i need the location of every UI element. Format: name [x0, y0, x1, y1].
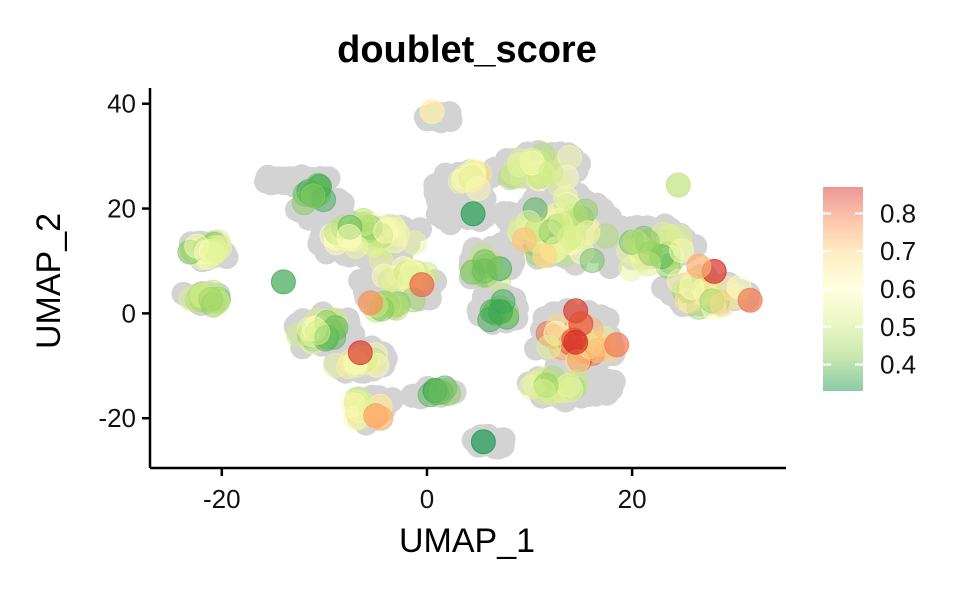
x-tick-label: 0 — [420, 484, 434, 514]
colorbar-tick-label: 0.8 — [880, 198, 916, 228]
cell-point — [419, 99, 445, 125]
cell-point — [558, 377, 584, 403]
cell-point — [465, 176, 491, 202]
colorbar-tick-label: 0.7 — [880, 236, 916, 266]
cell-point — [710, 292, 735, 318]
cell-point — [532, 243, 558, 269]
background-cell — [596, 368, 621, 393]
cell-point — [305, 319, 331, 345]
cell-point — [270, 269, 296, 295]
y-axis-title: UMAP_2 — [30, 213, 68, 349]
y-tick-label: 0 — [122, 298, 136, 328]
cell-point — [669, 238, 695, 264]
colorbar-tick-label: 0.5 — [880, 312, 916, 342]
y-tick-label: 40 — [107, 89, 136, 119]
x-tick-label: 20 — [618, 484, 647, 514]
cell-point — [579, 248, 605, 273]
y-axis-ticks: -20 0 20 40 — [98, 89, 150, 433]
cell-point — [531, 379, 556, 405]
cell-point — [373, 218, 399, 244]
y-tick-label: 20 — [107, 194, 136, 224]
cell-point — [563, 329, 589, 355]
cell-point — [409, 272, 435, 298]
cell-point — [490, 289, 516, 315]
cell-point — [737, 287, 763, 313]
cell-point — [573, 198, 599, 224]
cell-point — [358, 290, 383, 316]
cell-point — [638, 241, 664, 266]
cell-point — [471, 258, 497, 284]
cell-point — [557, 144, 583, 170]
cell-point — [470, 429, 496, 455]
cell-point — [477, 307, 503, 333]
cell-point — [200, 241, 226, 267]
x-axis-ticks: -20 0 20 — [203, 468, 647, 514]
axes: -20 0 20 -20 0 20 40 — [98, 88, 786, 514]
colorbar-tick-label: 0.6 — [880, 274, 916, 304]
cell-point — [686, 253, 712, 279]
cell-point — [300, 183, 326, 209]
colorbar-tick-label: 0.4 — [880, 350, 916, 380]
cell-point — [511, 227, 537, 253]
scored-cells-layer — [177, 99, 763, 455]
chart-title: doublet_score — [337, 29, 597, 71]
cell-point — [519, 147, 545, 173]
x-tick-label: -20 — [203, 484, 241, 514]
cell-point — [347, 340, 373, 366]
colorbar-legend: 0.8 0.7 0.6 0.5 0.4 — [823, 187, 916, 391]
cell-point — [336, 223, 362, 249]
cell-point — [460, 201, 486, 227]
cell-point — [538, 159, 564, 185]
colorbar-ticks: 0.8 0.7 0.6 0.5 0.4 — [823, 198, 916, 380]
x-axis-title: UMAP_1 — [399, 522, 535, 560]
cell-point — [666, 268, 692, 294]
cell-point — [428, 379, 454, 405]
y-tick-label: -20 — [98, 403, 136, 433]
cell-point — [604, 332, 630, 358]
cell-point — [368, 405, 394, 431]
cell-point — [665, 172, 691, 198]
cell-point — [198, 286, 224, 312]
cell-point — [536, 334, 562, 360]
